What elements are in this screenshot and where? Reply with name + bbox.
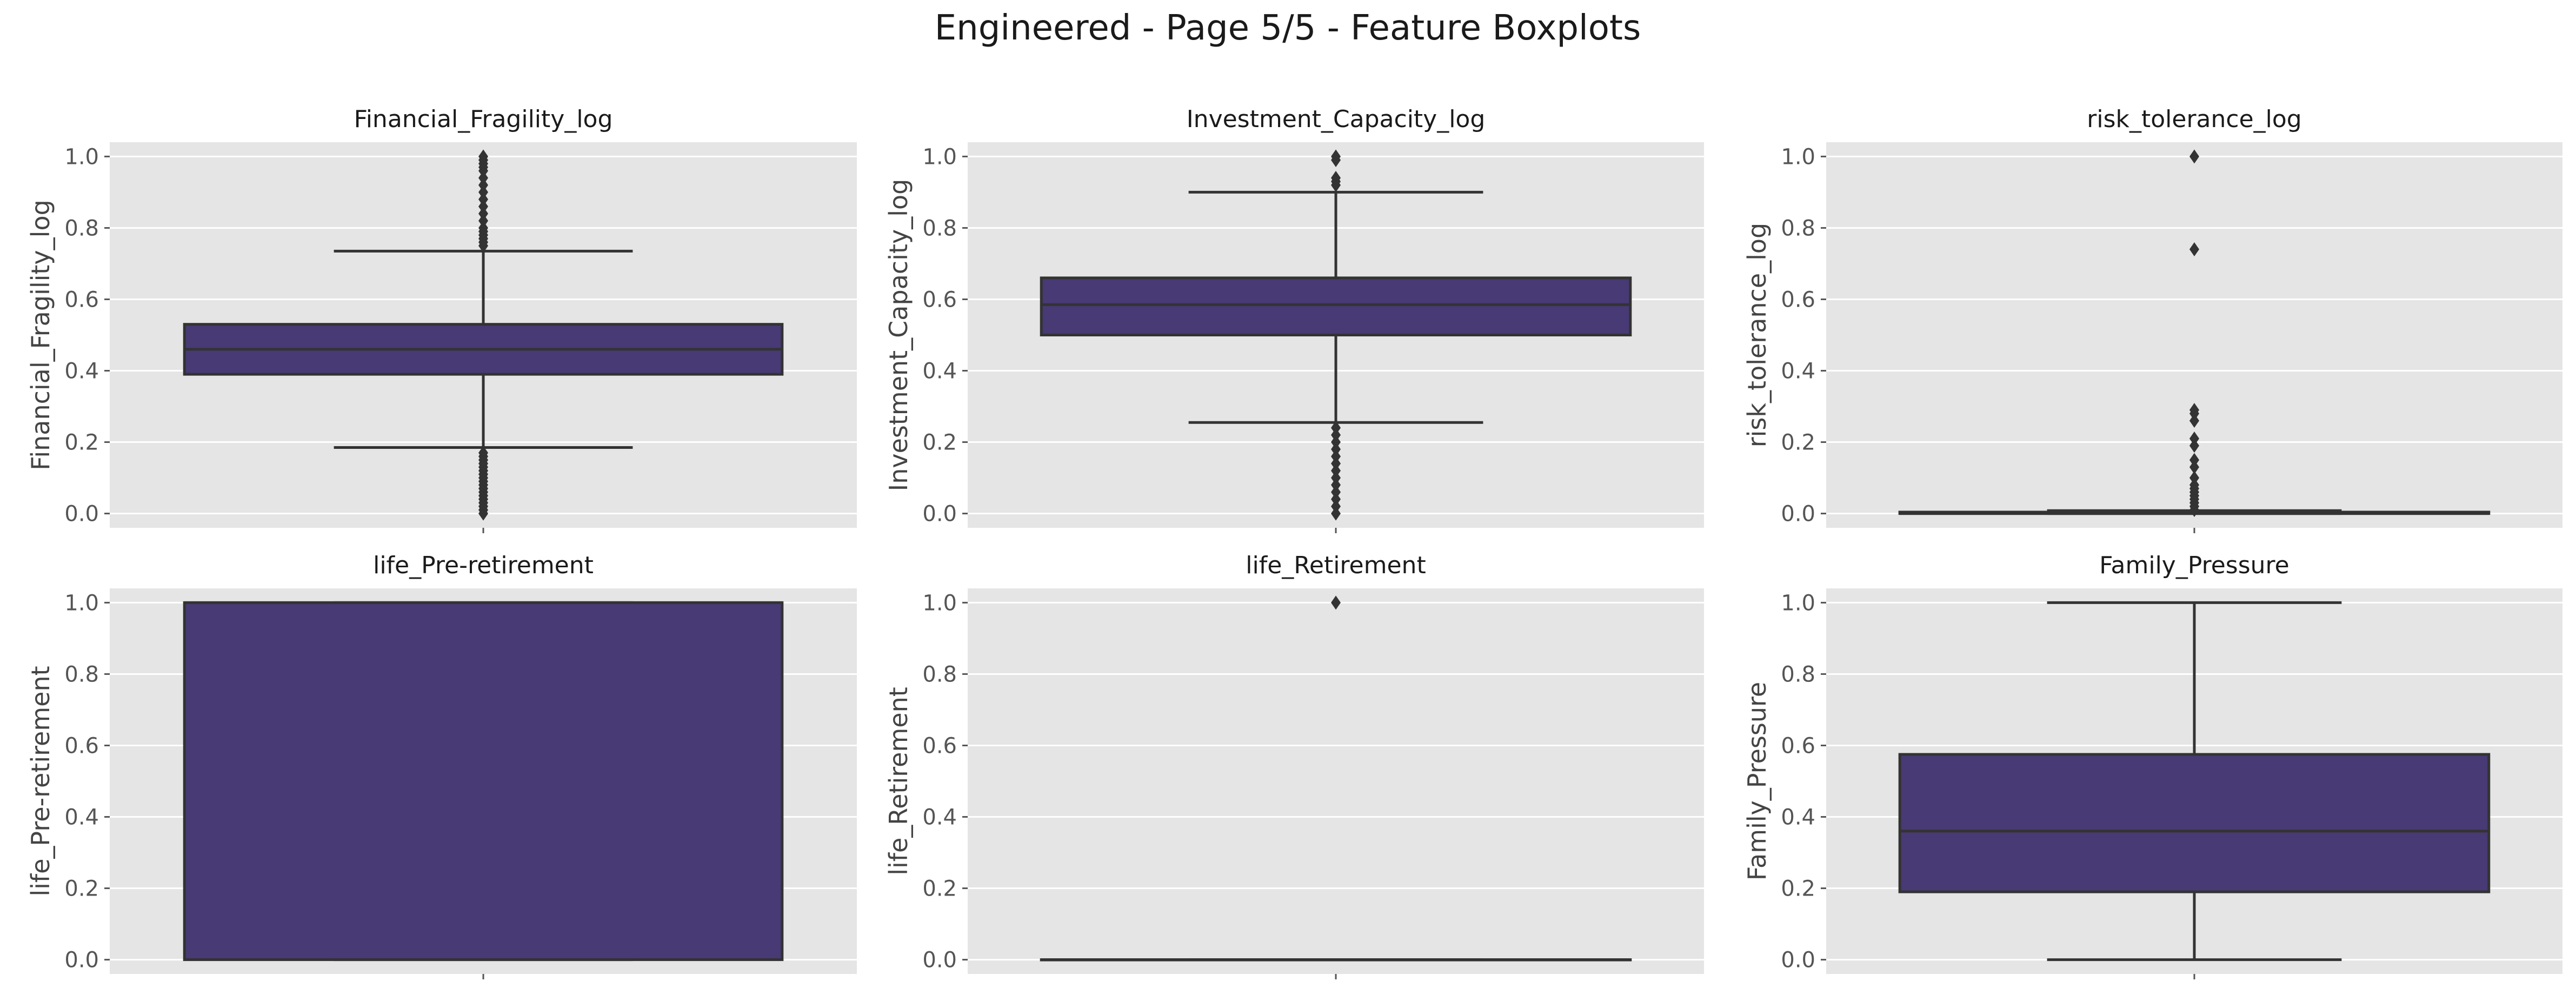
outlier-point [1331,435,1341,449]
y-tick-label: 0.4 [64,359,99,384]
outlier-point [1331,463,1341,478]
outlier-point [478,149,488,164]
y-tick-label: 0.8 [1781,662,1815,687]
outlier-point [478,221,488,235]
outlier-point [1331,499,1341,514]
outlier-point [1331,149,1341,164]
outlier-point [2189,149,2199,164]
subplot-1: 0.0 0.2 0.4 0.6 0.8 1.0 Financial_Fragility_lo… [26,105,857,533]
y-tick-label: 0.6 [64,287,99,312]
iqr-box [1040,276,1632,336]
outlier-point [1331,171,1341,185]
outlier-point [1331,428,1341,442]
outlier-point [478,192,488,207]
outlier-point [478,214,488,228]
y-tick-label: 0.2 [64,877,99,901]
y-tick-label: 1.0 [922,144,957,169]
outlier-point [2189,460,2199,474]
y-tick-label: 0.4 [1781,359,1815,384]
outlier-point [1331,442,1341,456]
y-tick-label: 0.2 [922,430,957,455]
outlier-point [1331,421,1341,435]
y-tick-label: 0.4 [922,805,957,830]
y-tick-label: 0.8 [64,216,99,241]
outlier-point [1331,492,1341,507]
plot-area [968,588,1704,974]
subplot-6: 0.0 0.2 0.4 0.6 0.8 1.0 Family_Pressure Family_… [1742,552,2562,979]
subplot-title: life_Retirement [1246,552,1426,579]
outlier-point [1331,449,1341,463]
y-axis-label: risk_tolerance_log [1742,223,1772,448]
subplot-title: Investment_Capacity_log [1187,105,1486,133]
subplot-2: 0.0 0.2 0.4 0.6 0.8 1.0 Investment_Capacity_lo… [884,105,1704,533]
subplot-title: life_Pre-retirement [373,552,594,579]
y-tick-label: 0.4 [64,805,99,830]
y-tick-label: 0.2 [1781,877,1815,901]
y-axis-label: life_Pre-retirement [26,666,55,896]
y-axis-label: Investment_Capacity_log [884,179,913,492]
subplot-grid: 0.0 0.2 0.4 0.6 0.8 1.0 Financial_Fragility_lo… [26,105,2562,979]
y-tick-label: 0.0 [64,502,99,527]
y-tick-label: 0.8 [64,662,99,687]
iqr-box [183,601,784,962]
y-tick-label: 0.8 [922,216,957,241]
y-tick-label: 1.0 [1781,591,1815,615]
subplot-5: 0.0 0.2 0.4 0.6 0.8 1.0 life_Retirement life_Re… [884,552,1704,979]
y-axis-label: life_Retirement [884,687,913,876]
y-tick-label: 0.6 [1781,733,1815,758]
outlier-point [478,207,488,221]
outlier-point [2189,453,2199,467]
outlier-point [2189,478,2199,492]
y-tick-label: 0.0 [922,948,957,973]
y-tick-label: 1.0 [1781,144,1815,169]
y-tick-label: 1.0 [64,144,99,169]
y-tick-label: 0.8 [922,662,957,687]
outlier-point [478,171,488,185]
outlier-point [2189,470,2199,485]
y-tick-label: 1.0 [64,591,99,615]
subplot-title: Family_Pressure [2099,552,2289,579]
outlier-point [478,185,488,200]
figure-title: Engineered - Page 5/5 - Feature Boxplots [935,8,1641,48]
outlier-point [2189,439,2199,453]
y-axis-label: Family_Pressure [1742,682,1772,880]
outlier-point [1331,470,1341,485]
y-tick-label: 0.2 [1781,430,1815,455]
y-tick-label: 0.8 [1781,216,1815,241]
outlier-point [1331,595,1341,610]
outlier-point [2189,413,2199,428]
subplot-3: 0.00.20.40.60.81.0risk_tolerance_logrisk… [1742,105,2562,533]
outlier-point [1331,506,1341,521]
y-tick-label: 0.6 [922,733,957,758]
outlier-point [478,199,488,214]
y-tick-label: 0.0 [1781,502,1815,527]
y-tick-label: 0.0 [64,948,99,973]
outlier-point [2189,242,2199,257]
y-tick-label: 0.2 [922,877,957,901]
outlier-point [478,446,488,460]
outlier-point [2189,403,2199,417]
subplot-title: Financial_Fragility_log [354,105,613,133]
subplot-title: risk_tolerance_log [2087,105,2301,133]
outlier-point [1331,456,1341,471]
outlier-point [2189,431,2199,446]
y-tick-label: 0.4 [922,359,957,384]
y-tick-label: 0.2 [64,430,99,455]
y-tick-label: 0.4 [1781,805,1815,830]
y-tick-label: 0.0 [1781,948,1815,973]
y-tick-label: 1.0 [922,591,957,615]
y-tick-label: 0.0 [922,502,957,527]
y-tick-label: 0.6 [1781,287,1815,312]
y-tick-label: 0.6 [64,733,99,758]
subplot-4: 0.00.20.40.60.81.0life_Pre-retirementlif… [26,552,857,979]
iqr-box [1898,753,2491,893]
outlier-point [478,178,488,193]
outlier-point [1331,478,1341,492]
outlier-point [1331,485,1341,499]
y-tick-label: 0.6 [922,287,957,312]
y-axis-label: Financial_Fragility_log [26,200,55,470]
